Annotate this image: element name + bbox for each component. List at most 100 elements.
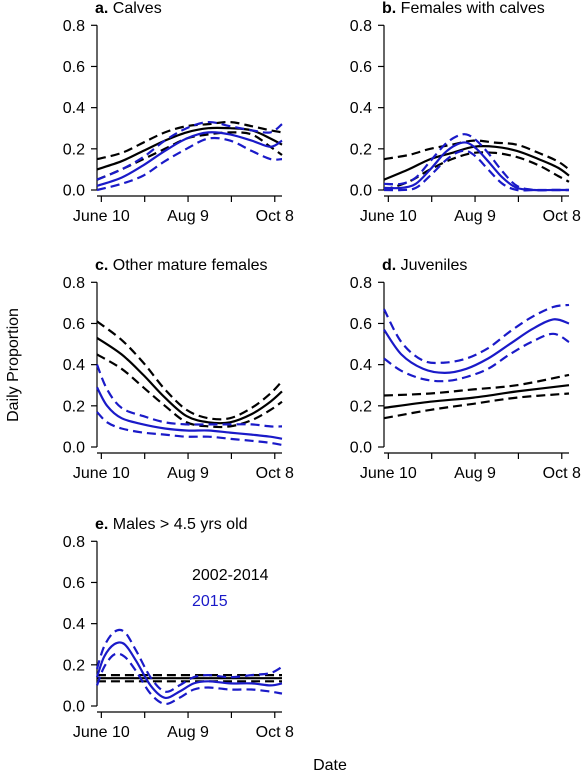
y-tick-label: 0.2 [350,398,372,415]
panel-letter: c. [95,257,108,274]
lower-ci-line [383,392,570,420]
x-tick-label: Aug 9 [167,724,209,741]
series-current [96,120,283,192]
fit-line [96,386,283,440]
y-tick-label: 0.6 [63,59,85,76]
x-tick-label: June 10 [360,208,417,225]
fit-line [95,641,283,700]
x-tick-label: Aug 9 [167,208,209,225]
panel-2: b. Females with calves 0.0 0.2 0.4 0.6 0.8 Jun… [350,0,581,225]
fit-line [383,384,570,409]
y-tick-label: 0.0 [63,699,85,716]
fit-line [96,336,283,425]
x-tick-label: Oct 8 [256,724,294,741]
legend: 2002-2014 2015 [192,567,269,610]
panel-5: e. Males > 4.5 yrs old 0.0 0.2 0.4 0.6 0.8 Jun… [63,516,294,741]
panel-title-text: Calves [108,0,161,17]
lower-ci-line [383,332,570,383]
panel-title-text: Females with calves [396,0,545,17]
panel-1: a. Calves 0.0 0.2 0.4 0.6 0.8 June 10 Aug 9 Oct … [63,0,294,225]
series-baseline [96,673,282,683]
x-axis-title: Date [313,757,347,774]
y-tick-label: 0.0 [350,440,372,457]
y-tick-label: 0.8 [350,275,372,292]
panel-4: d. Juveniles 0.0 0.2 0.4 0.6 0.8 June 10 Aug 9 O… [350,257,581,482]
panel-title-text: Males > 4.5 yrs old [108,516,247,533]
y-tick-label: 0.2 [63,657,85,674]
upper-ci-line [95,628,283,693]
panel-letter: a. [95,0,108,17]
fit-line [96,126,283,171]
lower-ci-line [96,136,283,192]
fit-line [383,318,570,375]
y-tick-label: 0.6 [63,316,85,333]
upper-ci-line [96,320,283,421]
series-baseline [96,320,283,429]
series-baseline [383,139,570,192]
y-tick-label: 0.4 [350,357,372,374]
x-tick-label: Aug 9 [167,465,209,482]
panel-title: b. Females with calves [382,0,545,17]
panel-title: d. Juveniles [382,257,467,274]
x-tick-label: Oct 8 [543,208,581,225]
y-tick-label: 0.4 [63,100,85,117]
y-tick-label: 0.6 [350,316,372,333]
panel-letter: b. [382,0,396,17]
chart-panels: a. Calves 0.0 0.2 0.4 0.6 0.8 June 10 Aug 9 Oct … [63,0,581,741]
y-tick-label: 0.2 [350,141,372,158]
y-axis-title: Daily Proportion [5,308,22,422]
y-tick-label: 0.0 [350,183,372,200]
y-tick-label: 0.2 [63,398,85,415]
panel-title: a. Calves [95,0,162,17]
x-tick-label: June 10 [360,465,417,482]
upper-ci-line [95,364,283,428]
x-tick-label: June 10 [73,465,130,482]
y-tick-label: 0.8 [63,275,85,292]
x-tick-label: Oct 8 [256,465,294,482]
y-tick-label: 0.4 [350,100,372,117]
y-tick-label: 0.2 [63,141,85,158]
lower-ci-line [96,131,283,181]
x-tick-label: June 10 [73,208,130,225]
y-tick-label: 0.4 [63,616,85,633]
y-tick-label: 0.6 [63,575,85,592]
series-current [95,628,283,706]
legend-entry-2002-2014: 2002-2014 [192,567,269,584]
panel-title: e. Males > 4.5 yrs old [95,516,248,533]
series-current [383,303,570,383]
y-tick-label: 0.8 [350,18,372,35]
upper-ci-line [383,373,570,397]
y-tick-label: 0.0 [63,183,85,200]
x-tick-label: Aug 9 [454,465,496,482]
upper-ci-line [96,120,283,181]
fit-line [96,131,283,187]
panel-letter: e. [95,516,108,533]
series-current [383,133,569,192]
series-current [95,364,283,446]
y-tick-label: 0.8 [63,534,85,551]
panel-title-text: Other mature females [108,257,267,274]
fit-line [383,145,570,181]
series-baseline [383,373,570,420]
upper-ci-line [383,133,569,192]
lower-ci-line [95,652,283,706]
panel-title: c. Other mature females [95,257,268,274]
panel-3: c. Other mature females 0.0 0.2 0.4 0.6 0.8 Ju… [63,257,294,482]
lower-ci-line [96,353,283,429]
lower-ci-line [383,151,570,192]
x-tick-label: Oct 8 [256,208,294,225]
y-tick-label: 0.8 [63,18,85,35]
y-tick-label: 0.6 [350,59,372,76]
upper-ci-line [383,303,570,365]
panel-title-text: Juveniles [396,257,467,274]
y-tick-label: 0.0 [63,440,85,457]
panel-letter: d. [382,257,396,274]
y-tick-label: 0.4 [63,357,85,374]
x-tick-label: Oct 8 [543,465,581,482]
legend-entry-2015: 2015 [192,593,228,610]
lower-ci-line [383,149,569,192]
x-tick-label: Aug 9 [454,208,496,225]
x-tick-label: June 10 [73,724,130,741]
upper-ci-line [383,139,570,171]
